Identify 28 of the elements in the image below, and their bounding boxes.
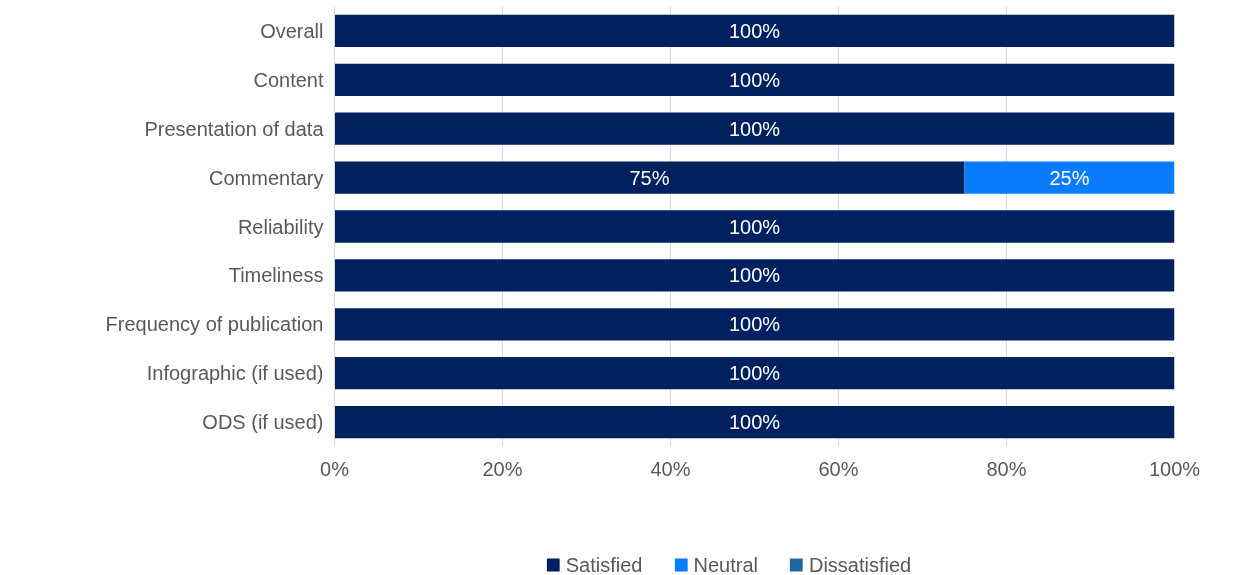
data-label: 75% xyxy=(629,166,670,189)
x-tick-label: 40% xyxy=(650,457,691,480)
y-tick-label: Content xyxy=(253,68,324,91)
data-label: 100% xyxy=(728,362,781,385)
y-tick-label: Overall xyxy=(260,19,324,42)
data-label: 100% xyxy=(728,117,781,140)
legend-label: Dissatisfied xyxy=(808,553,912,575)
data-label: 100% xyxy=(728,313,781,336)
y-tick-label: Timeliness xyxy=(228,264,324,287)
data-label: 100% xyxy=(728,264,781,287)
legend-label: Satisfied xyxy=(565,553,643,575)
data-label: 100% xyxy=(728,215,781,238)
data-label: 100% xyxy=(728,19,781,42)
y-tick-label: Infographic (if used) xyxy=(146,362,324,385)
legend-label: Neutral xyxy=(693,553,758,575)
x-tick-label: 20% xyxy=(482,457,523,480)
data-label: 25% xyxy=(1049,166,1090,189)
y-tick-label: Reliability xyxy=(237,215,324,238)
y-tick-label: Frequency of publication xyxy=(105,313,324,336)
data-label: 100% xyxy=(728,411,781,434)
x-tick-label: 100% xyxy=(1148,457,1201,480)
x-tick-label: 0% xyxy=(320,457,350,480)
x-tick-label: 80% xyxy=(986,457,1027,480)
y-tick-label: Presentation of data xyxy=(144,117,325,140)
y-tick-label: ODS (if used) xyxy=(202,411,324,434)
y-tick-label: Commentary xyxy=(209,166,324,189)
data-label: 100% xyxy=(728,68,781,91)
x-tick-label: 60% xyxy=(818,457,859,480)
